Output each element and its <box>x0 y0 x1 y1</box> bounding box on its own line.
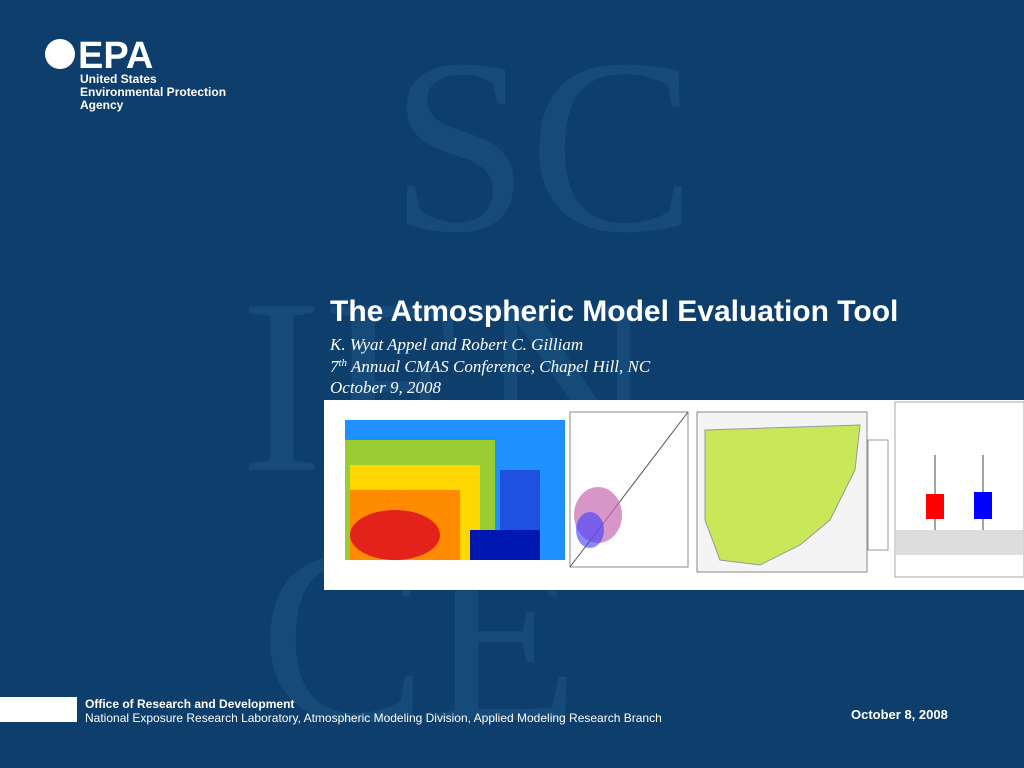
conference-number: 7 <box>330 357 340 376</box>
map-legend <box>867 439 889 551</box>
box <box>926 494 944 519</box>
heat-low <box>470 530 540 560</box>
heat-core <box>350 510 440 560</box>
epa-logo: EPA United States Environmental Protecti… <box>45 35 226 112</box>
box <box>974 492 992 519</box>
footer-bar <box>0 697 77 722</box>
scatter-panel <box>569 411 689 568</box>
title: The Atmospheric Model Evaluation Tool <box>330 295 898 328</box>
date: October 9, 2008 <box>330 378 441 397</box>
footer-division: National Exposure Research Laboratory, A… <box>85 711 662 725</box>
heatmap-panel <box>345 420 565 560</box>
scatter-cloud <box>576 512 604 548</box>
conference-superscript: th <box>339 357 348 369</box>
map-land <box>704 424 861 566</box>
logo-line: United States <box>80 72 157 86</box>
footer-date: October 8, 2008 <box>851 707 948 722</box>
footer-office: Office of Research and Development <box>85 697 294 711</box>
conference-rest: Annual CMAS Conference, Chapel Hill, NC <box>347 357 651 376</box>
logo-flower <box>45 39 75 69</box>
logo-mark: EPA <box>78 35 153 77</box>
conference: 7th Annual CMAS Conference, Chapel Hill,… <box>330 357 651 376</box>
heat-low <box>500 470 540 530</box>
boxplot-panel <box>894 401 1024 578</box>
figure-strip <box>324 400 1024 590</box>
logo-line: Agency <box>80 98 124 112</box>
logo-line: Environmental Protection <box>80 85 226 99</box>
stats-table <box>896 530 1023 555</box>
authors: K. Wyat Appel and Robert C. Gilliam <box>329 335 583 354</box>
watermark: SC <box>390 8 696 285</box>
map-panel <box>696 411 889 573</box>
